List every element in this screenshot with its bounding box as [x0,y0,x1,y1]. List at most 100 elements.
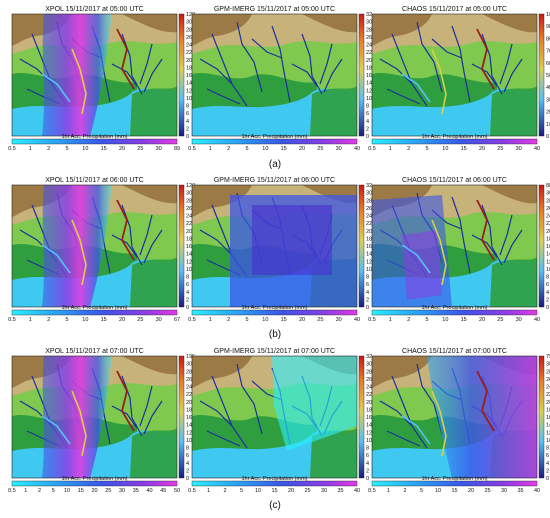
precip-tick-label: 25 [105,488,111,494]
river-line [391,33,428,107]
discharge-tick-label: 24 [546,385,550,391]
map-frame [371,184,538,308]
precip-tick-label: 15 [78,488,84,494]
panel-title: GPM-IMERG 15/11/2017 at 07:00 UTC [214,348,335,355]
discharge-tick-label: 12 [546,259,550,265]
discharge-tick-label: 8 [366,446,369,452]
river-line [199,229,233,256]
precip-tick-label: 2 [47,317,50,323]
precip-colorbar [371,138,538,145]
discharge-tick-label: 10 [186,267,192,273]
precip-tick-label: 0.5 [188,146,196,152]
precip-tick-label: 1 [209,317,212,323]
river-line [416,363,443,435]
discharge-colorbar [538,13,545,137]
discharge-tick-label: 14 [366,423,372,429]
discharge-tick-label: 20 [366,229,372,235]
discharge-tick-label: 12 [366,88,372,94]
precip-axis-label: 1hr Acc. Precipitation (mm) [61,476,127,482]
discharge-tick-label: 22 [366,392,372,398]
discharge-tick-label: 2 [186,468,189,474]
precip-colorbar [371,480,538,487]
precip-tick-label: 5 [425,146,428,152]
discharge-tick-label: 0 [366,476,369,482]
river-line [416,21,443,93]
row-label: (c) [269,500,281,511]
discharge-tick-label: 20 [546,400,550,406]
coast-terrain [130,86,177,136]
discharge-tick-label: 24 [186,214,192,220]
discharge-tick-label: 2 [366,297,369,303]
precip-tick-label: 15 [461,317,467,323]
coast-terrain [490,257,537,307]
discharge-tick-label: 20 [366,400,372,406]
discharge-tick-label: 14 [546,423,550,429]
river-line [199,58,233,85]
discharge-tick-label: 14 [546,252,550,258]
discharge-colorbar [178,184,185,308]
discharge-river-high [476,28,495,90]
discharge-tick-label: 30 [186,191,192,197]
precip-tick-label: 5 [245,317,248,323]
panel-title: GPM-IMERG 15/11/2017 at 06:00 UTC [214,177,335,184]
discharge-tick-label: 18 [186,236,192,242]
panel-title: CHAOS 15/11/2017 at 05:00 UTC [402,6,507,13]
discharge-tick-label: 28 [366,198,372,204]
discharge-river-mid [71,219,87,286]
precip-tick-label: 1 [389,317,392,323]
discharge-tick-label: 2 [366,126,369,132]
discharge-tick-label: 28 [186,198,192,204]
discharge-tick-label: 2 [366,468,369,474]
precip-field [42,185,112,307]
discharge-tick-label: 10 [546,267,550,273]
discharge-tick-label: 4 [546,461,549,467]
precip-tick-label: 20 [479,146,485,152]
map-panel-gpm-imerg-2: GPM-IMERG 15/11/2017 at 06:00 UTC0246810… [188,177,380,323]
discharge-tick-label: 0 [186,305,189,311]
discharge-river-high [116,370,135,432]
map-panel-gpm-imerg-3: GPM-IMERG 15/11/2017 at 07:00 UTC0246810… [188,348,380,494]
precip-colorbar [191,309,358,316]
discharge-tick-label: 28 [186,369,192,375]
precip-tick-label: 20 [119,146,125,152]
discharge-tick-label: 0 [366,305,369,311]
discharge-tick-label: 6 [546,282,549,288]
precip-tick-label: 20 [468,488,474,494]
discharge-tick-label: 12 [186,88,192,94]
discharge-tick-label: 28 [546,369,550,375]
precip-tick-label: 15 [101,317,107,323]
discharge-tick-label: 12 [366,430,372,436]
river-line [319,43,333,85]
precip-tick-label: 25 [484,488,490,494]
discharge-tick-label: 22 [186,221,192,227]
discharge-tick-label: 14 [186,423,192,429]
precip-axis-label: 1hr Acc. Precipitation (mm) [241,305,307,311]
precip-tick-label: 25 [497,146,503,152]
river-line [206,430,241,447]
panel-title: XPOL 15/11/2017 at 07:00 UTC [45,348,143,355]
discharge-tick-label: 22 [546,221,550,227]
precip-tick-label: 50 [174,488,180,494]
discharge-tick-label: 30 [366,362,372,368]
discharge-tick-label: 30 [366,20,372,26]
discharge-tick-label: 4 [186,461,189,467]
discharge-tick-label: 100 [546,12,550,18]
precip-tick-label: 1 [24,488,27,494]
precip-tick-label: 10 [255,488,261,494]
precip-tick-label: 15 [101,146,107,152]
discharge-tick-label: 4 [186,119,189,125]
coast-terrain [130,257,177,307]
map-panel-chaos-1: CHAOS 15/11/2017 at 05:00 UTC01020304050… [368,6,550,152]
discharge-tick-label: 12 [186,430,192,436]
discharge-river-low [401,415,431,445]
river-line [291,63,318,87]
precip-tick-label: 2 [407,146,410,152]
discharge-tick-label: 50 [546,73,550,79]
discharge-tick-label: 18 [186,65,192,71]
precip-tick-label: 2 [407,317,410,323]
discharge-tick-label: 90 [546,24,550,30]
discharge-river-high [116,28,135,90]
map-frame [371,355,538,479]
river-line [143,229,163,264]
precip-tick-label: 20 [119,317,125,323]
